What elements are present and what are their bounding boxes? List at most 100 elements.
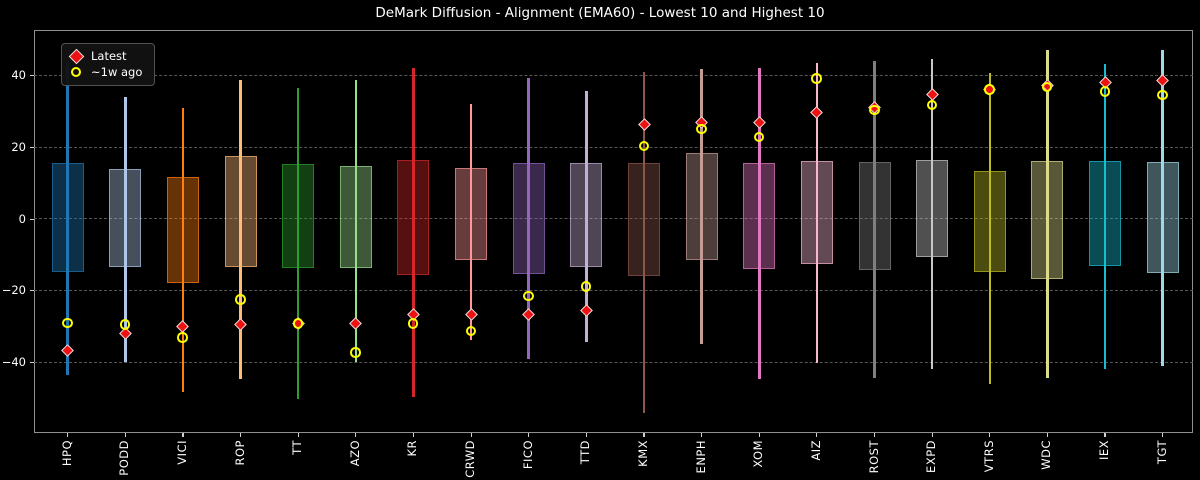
y-tick-label: −40 bbox=[1, 355, 26, 370]
whisker-HPQ bbox=[66, 61, 69, 375]
gridline bbox=[34, 74, 1193, 76]
week-ago-marker-VTRS bbox=[984, 84, 995, 95]
x-tick-mark bbox=[470, 433, 472, 437]
whisker-KMX bbox=[642, 71, 646, 413]
x-tick-mark bbox=[758, 433, 760, 437]
whisker-FICO bbox=[527, 77, 530, 360]
whisker-PODD bbox=[124, 96, 127, 362]
week-ago-marker-IEX bbox=[1099, 86, 1111, 97]
whisker-ROP bbox=[239, 80, 242, 380]
x-tick-mark bbox=[297, 433, 299, 437]
x-tick-mark bbox=[67, 433, 69, 437]
x-tick-mark bbox=[643, 433, 645, 437]
x-tick-mark bbox=[124, 433, 126, 437]
whisker-CRWD bbox=[469, 104, 473, 341]
week-ago-marker-TT bbox=[292, 318, 304, 329]
gridline bbox=[34, 361, 1193, 363]
x-tick-label-KR: KR bbox=[405, 440, 420, 457]
whisker-VTRS bbox=[988, 73, 992, 385]
x-tick-mark bbox=[412, 433, 415, 437]
x-tick-label-AIZ: AIZ bbox=[808, 440, 823, 461]
x-tick-label-FICO: FICO bbox=[520, 440, 535, 470]
latest-diamond-icon bbox=[68, 48, 84, 64]
legend-item-week-ago: ~1w ago bbox=[69, 64, 147, 80]
plot-area bbox=[34, 30, 1193, 433]
x-tick-label-CRWD: CRWD bbox=[463, 440, 478, 478]
x-tick-label-KMX: KMX bbox=[636, 440, 650, 467]
week-ago-marker-PODD bbox=[119, 319, 131, 330]
x-tick-label-ROP: ROP bbox=[232, 440, 247, 466]
x-tick-mark bbox=[585, 433, 587, 437]
week-ago-marker-HPQ bbox=[62, 317, 73, 329]
week-ago-marker-WDC bbox=[1041, 81, 1053, 93]
x-tick-label-VTRS: VTRS bbox=[981, 440, 996, 473]
week-ago-marker-ROST bbox=[869, 104, 880, 116]
week-ago-marker-ROP bbox=[235, 294, 246, 305]
week-ago-circle-icon bbox=[69, 67, 83, 77]
week-ago-marker-XOM bbox=[753, 131, 765, 143]
week-ago-marker-KMX bbox=[638, 140, 649, 152]
y-tick-label: −20 bbox=[1, 283, 26, 298]
gridline bbox=[34, 218, 1193, 220]
legend-label-week-ago: ~1w ago bbox=[91, 65, 143, 79]
week-ago-marker-AZO bbox=[350, 347, 361, 358]
legend: Latest ~1w ago bbox=[61, 43, 155, 86]
week-ago-marker-TGT bbox=[1157, 89, 1168, 101]
x-tick-mark bbox=[816, 433, 818, 437]
y-tick-mark bbox=[30, 290, 34, 292]
x-tick-mark bbox=[355, 433, 357, 437]
x-tick-mark bbox=[989, 433, 991, 437]
whisker-AZO bbox=[354, 79, 358, 362]
legend-label-latest: Latest bbox=[91, 49, 127, 63]
whisker-WDC bbox=[1046, 49, 1049, 379]
whisker-KR bbox=[412, 68, 415, 398]
x-tick-mark bbox=[1046, 433, 1048, 437]
x-tick-label-HPQ: HPQ bbox=[59, 440, 74, 467]
week-ago-marker-FICO bbox=[523, 290, 534, 302]
week-ago-marker-EXPD bbox=[926, 99, 938, 110]
whisker-TTD bbox=[585, 91, 588, 343]
y-tick-mark bbox=[30, 146, 34, 148]
whisker-EXPD bbox=[930, 58, 934, 369]
x-tick-label-XOM: XOM bbox=[751, 440, 766, 468]
x-tick-mark bbox=[528, 433, 530, 437]
x-tick-label-EXPD: EXPD bbox=[924, 440, 939, 473]
y-tick-mark bbox=[30, 218, 34, 220]
x-tick-label-PODD: PODD bbox=[117, 440, 132, 476]
x-tick-label-WDC: WDC bbox=[1039, 440, 1054, 470]
x-tick-mark bbox=[1162, 433, 1164, 437]
week-ago-marker-AIZ bbox=[811, 73, 822, 84]
whisker-IEX bbox=[1103, 64, 1107, 369]
x-tick-mark bbox=[182, 433, 184, 437]
whisker-ROST bbox=[873, 60, 876, 378]
y-tick-label: 20 bbox=[11, 139, 26, 154]
gridline bbox=[34, 146, 1193, 148]
whisker-AIZ bbox=[815, 62, 819, 363]
whisker-VICI bbox=[181, 107, 185, 393]
whisker-TT bbox=[296, 88, 300, 400]
x-tick-label-IEX: IEX bbox=[1097, 440, 1112, 461]
week-ago-marker-TTD bbox=[580, 281, 592, 292]
y-tick-label: 40 bbox=[11, 68, 26, 83]
y-tick-label: 0 bbox=[18, 211, 26, 226]
x-tick-mark bbox=[873, 433, 876, 437]
x-tick-mark bbox=[1104, 433, 1106, 437]
x-tick-label-TTD: TTD bbox=[578, 440, 593, 465]
gridline bbox=[34, 290, 1193, 292]
chart-title: DeMark Diffusion - Alignment (EMA60) - L… bbox=[375, 5, 825, 21]
x-tick-mark bbox=[239, 433, 242, 437]
week-ago-marker-VICI bbox=[177, 332, 188, 343]
x-tick-label-ENPH: ENPH bbox=[693, 440, 708, 474]
x-tick-label-VICI: VICI bbox=[174, 440, 189, 465]
week-ago-marker-KR bbox=[407, 318, 419, 329]
x-tick-label-ROST: ROST bbox=[866, 440, 881, 474]
x-tick-mark bbox=[931, 433, 933, 437]
whisker-TGT bbox=[1161, 50, 1164, 366]
week-ago-marker-CRWD bbox=[465, 325, 477, 337]
week-ago-marker-ENPH bbox=[696, 123, 707, 135]
x-tick-label-TGT: TGT bbox=[1154, 440, 1169, 465]
y-tick-mark bbox=[30, 362, 34, 364]
y-tick-mark bbox=[30, 74, 34, 77]
whisker-XOM bbox=[758, 68, 761, 380]
